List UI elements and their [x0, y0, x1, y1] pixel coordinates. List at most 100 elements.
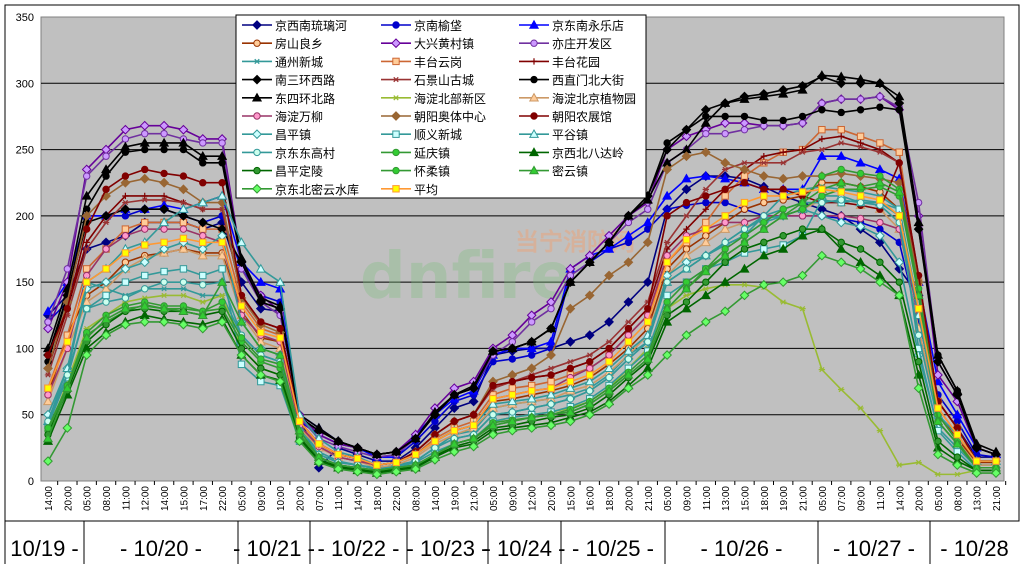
data-point [180, 199, 187, 206]
data-point [837, 188, 845, 196]
data-point [120, 124, 131, 135]
data-point [102, 219, 110, 226]
data-point [159, 177, 169, 188]
data-point [218, 307, 226, 316]
data-point [42, 433, 54, 443]
data-point [139, 317, 150, 327]
data-point [856, 106, 865, 114]
data-point [160, 238, 168, 247]
date-group-label: - 10/21 - [233, 536, 315, 561]
data-point [894, 263, 905, 274]
data-point [584, 290, 595, 301]
data-point [197, 250, 208, 260]
data-point [874, 177, 885, 187]
data-point [836, 217, 847, 228]
y-tick-label: 150 [16, 277, 34, 289]
data-point [702, 286, 709, 292]
data-point [81, 210, 92, 221]
data-point [663, 291, 671, 300]
legend-marker [530, 58, 538, 65]
data-point [352, 466, 363, 477]
data-point [586, 387, 594, 395]
x-tick-label: 05:00 [83, 486, 94, 511]
data-point [44, 424, 52, 432]
data-point [720, 306, 731, 317]
data-point [818, 146, 826, 153]
legend-item: 大兴黄村镇 [381, 37, 474, 51]
data-point [933, 370, 943, 380]
data-point [682, 125, 691, 134]
legend-marker [252, 129, 262, 140]
legend-item: 昌平定陵 [242, 164, 323, 179]
data-point [255, 370, 266, 380]
data-point [218, 265, 226, 273]
data-point [527, 318, 536, 326]
data-point [526, 343, 537, 353]
legend-label: 延庆镇 [414, 146, 450, 160]
data-point [990, 446, 1002, 456]
data-point [605, 357, 613, 366]
data-point [547, 377, 555, 386]
data-point [236, 237, 247, 247]
x-tick-label: 20:00 [624, 486, 635, 511]
x-tick-label: 10:00 [276, 486, 287, 511]
data-point [469, 411, 478, 419]
data-point [255, 292, 266, 302]
data-point [644, 338, 652, 346]
data-point [875, 277, 885, 288]
data-point [663, 239, 671, 246]
data-point [159, 204, 169, 215]
data-point [489, 395, 497, 403]
legend-label: 朝阳奥体中心 [414, 109, 486, 124]
data-point [508, 355, 517, 363]
data-point [856, 192, 865, 200]
data-point [702, 278, 710, 286]
data-point [122, 199, 129, 206]
data-point [586, 352, 593, 358]
data-point [720, 118, 731, 128]
data-point [604, 317, 614, 327]
data-point [816, 250, 827, 261]
x-tick-label: 05:00 [489, 486, 500, 511]
data-point [197, 310, 208, 319]
data-point [894, 91, 905, 101]
x-tick-label: 21:00 [992, 486, 1003, 511]
data-point [700, 147, 711, 158]
data-point [178, 204, 189, 213]
data-point [681, 303, 692, 313]
data-point [236, 350, 247, 360]
data-point [139, 204, 150, 215]
data-point [100, 314, 112, 323]
data-point [700, 317, 711, 327]
x-tick-label: 21:00 [644, 486, 655, 511]
data-point [642, 370, 653, 380]
x-tick-label: 19:00 [779, 486, 790, 511]
data-point [82, 172, 91, 180]
data-point [275, 349, 286, 359]
data-point [218, 238, 226, 247]
data-point [159, 317, 169, 327]
data-point [450, 426, 458, 435]
data-point [816, 150, 827, 160]
data-point [429, 406, 440, 416]
legend-label: 京西南琉璃河 [275, 18, 347, 33]
data-point [199, 299, 206, 305]
data-point [700, 117, 711, 127]
legend-label: 通州新城 [275, 54, 323, 69]
data-point [758, 223, 769, 233]
data-point [42, 396, 54, 406]
legend-marker [528, 19, 540, 29]
legend-item: 海淀北部新区 [381, 91, 486, 106]
data-point [160, 145, 168, 154]
legend-marker [392, 95, 400, 101]
legend-marker [528, 92, 540, 102]
legend-label: 昌平定陵 [275, 164, 323, 179]
series-line [47, 142, 996, 466]
legend-label: 丰台云岗 [414, 54, 462, 69]
data-point [121, 172, 130, 180]
data-point [218, 292, 226, 299]
data-point [797, 171, 808, 181]
data-point [217, 250, 228, 260]
data-point [586, 364, 594, 373]
